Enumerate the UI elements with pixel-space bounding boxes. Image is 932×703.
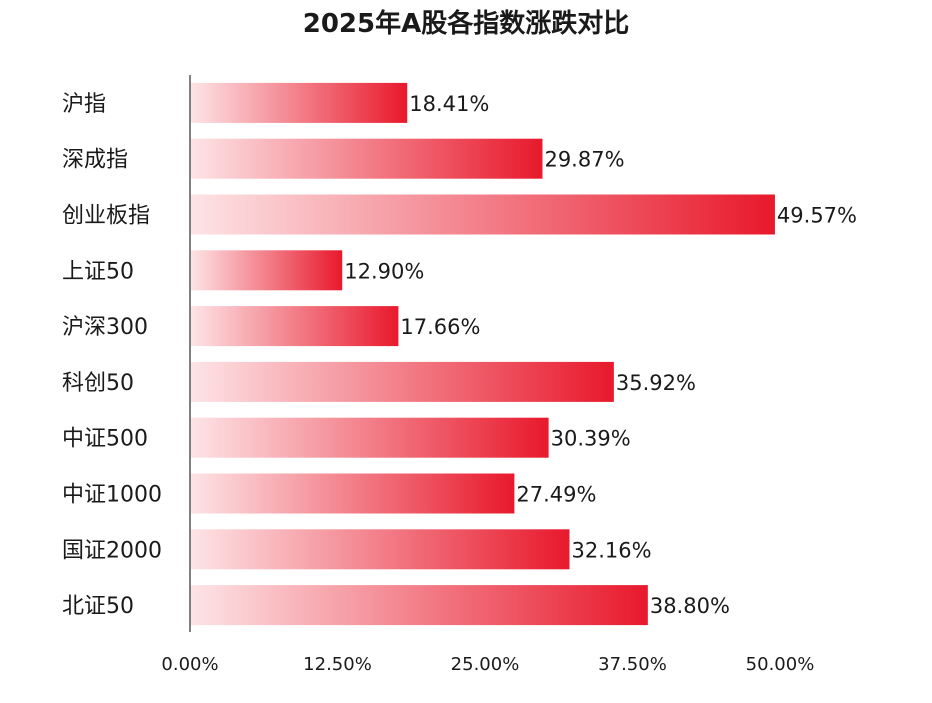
x-tick-label: 50.00% [746, 654, 815, 675]
value-label: 49.57% [777, 204, 857, 228]
category-label: 沪指 [62, 92, 106, 117]
value-label: 27.49% [516, 483, 596, 507]
bar [191, 417, 549, 458]
bar [191, 82, 408, 123]
value-label: 32.16% [571, 538, 651, 562]
bar [191, 138, 543, 179]
bar [191, 473, 515, 514]
bar [191, 250, 343, 291]
category-label: 中证500 [62, 427, 148, 452]
value-label: 12.90% [344, 259, 424, 283]
bar [191, 585, 648, 626]
bar [191, 529, 570, 570]
category-label: 沪深300 [62, 315, 148, 340]
value-label: 38.80% [650, 594, 730, 618]
value-label: 29.87% [544, 148, 624, 172]
value-label: 17.66% [400, 315, 480, 339]
category-label: 创业板指 [62, 204, 150, 229]
value-label: 30.39% [551, 427, 631, 451]
x-axis-ticks: 0.00% 12.50% 25.00% 37.50% 50.00% [161, 654, 814, 675]
bar [191, 306, 399, 347]
category-label: 北证50 [62, 594, 134, 619]
category-label: 深成指 [62, 148, 128, 173]
x-tick-label: 12.50% [303, 654, 372, 675]
x-tick-label: 25.00% [451, 654, 520, 675]
bars-layer: 沪指 18.41% 深成指 29.87% 创业板指 49.57% 上证50 12.90% 沪深3… [62, 82, 857, 626]
category-label: 科创50 [62, 371, 134, 396]
value-label: 18.41% [409, 92, 489, 116]
bar [191, 194, 775, 235]
category-label: 中证1000 [62, 483, 162, 508]
category-label: 国证2000 [62, 538, 162, 563]
chart-title: 2025年A股各指数涨跌对比 [303, 8, 630, 39]
category-label: 上证50 [62, 259, 134, 284]
bar [191, 361, 614, 402]
value-label: 35.92% [616, 371, 696, 395]
x-tick-label: 0.00% [161, 654, 218, 675]
x-tick-label: 37.50% [598, 654, 667, 675]
